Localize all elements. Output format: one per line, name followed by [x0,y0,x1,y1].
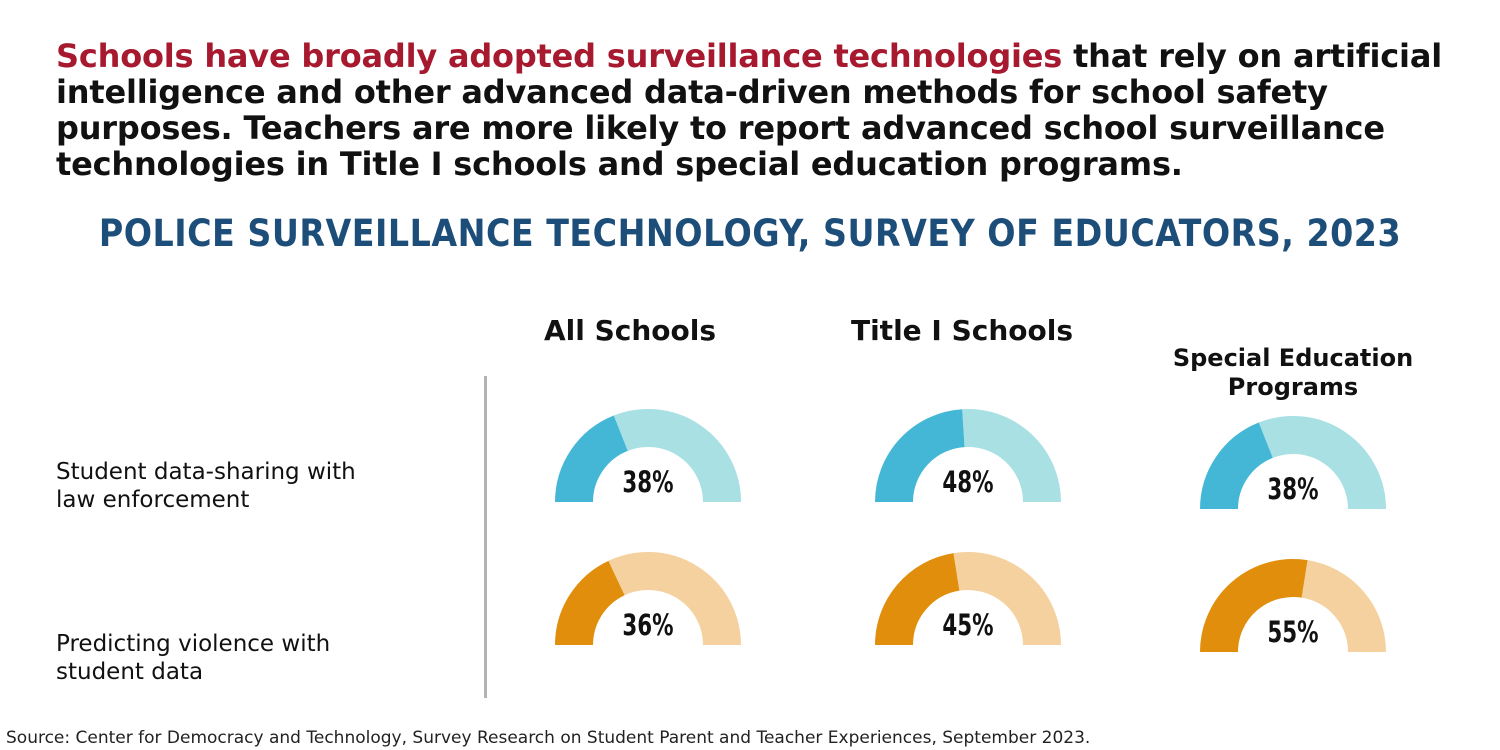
gauge-value-label-data-sharing-all-schools: 38% [622,466,673,500]
row-label-predicting-violence: Predicting violence with student data [56,631,331,685]
chart-title: POLICE SURVEILLANCE TECHNOLOGY, SURVEY O… [98,212,1402,255]
gauge-fill-predicting-violence-title-i-schools [875,553,961,646]
row-label-data-sharing: Student data-sharing with law enforcemen… [56,459,356,513]
gauge-fill-data-sharing-special-education [1200,422,1274,510]
headline: Schools have broadly adopted surveillanc… [56,38,1476,182]
column-header-special-education: Special Education Programs [1172,344,1414,401]
gauge-fill-data-sharing-title-i-schools [875,409,966,503]
gauge-value-label-predicting-violence-all-schools: 36% [622,609,673,643]
gauge-value-label-predicting-violence-special-education: 55% [1267,616,1318,650]
gauge-track-predicting-violence-special-education [1300,560,1386,653]
gauge-value-label-data-sharing-special-education: 38% [1267,473,1318,507]
gauge-track-data-sharing-title-i-schools [962,409,1061,503]
gauge-fill-predicting-violence-all-schools [555,560,626,646]
vertical-divider [484,376,487,698]
gauge-track-predicting-violence-all-schools [608,552,741,646]
source-note: Source: Center for Democracy and Technol… [6,728,1091,748]
headline-rest: that rely on artificial intelligence and… [56,37,1442,183]
gauge-track-data-sharing-all-schools [613,409,741,503]
gauge-track-predicting-violence-title-i-schools [953,552,1061,646]
column-header-all-schools: All Schools [543,314,717,347]
column-header-title-i-schools: Title I Schools [850,314,1074,347]
gauge-fill-data-sharing-all-schools [555,415,629,503]
gauge-track-data-sharing-special-education [1258,416,1386,510]
gauge-value-label-predicting-violence-title-i-schools: 45% [942,609,993,643]
gauge-fill-predicting-violence-special-education [1200,559,1308,653]
gauge-value-label-data-sharing-title-i-schools: 48% [942,466,993,500]
headline-highlight: Schools have broadly adopted surveillanc… [56,37,1063,75]
